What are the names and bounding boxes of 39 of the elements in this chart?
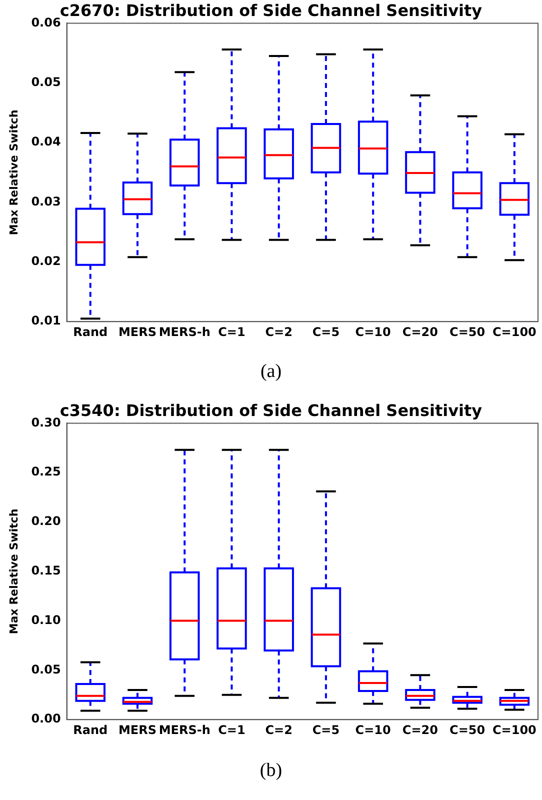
y-tick-label: 0.04 xyxy=(31,134,61,149)
y-tick-label: 0.03 xyxy=(31,194,61,208)
x-tick-label: C=5 xyxy=(312,722,340,737)
x-tick-label: C=1 xyxy=(218,324,246,339)
y-tick-label: 0.01 xyxy=(31,314,61,328)
y-tick-label: 0.25 xyxy=(31,464,61,479)
x-tick-label: C=20 xyxy=(402,722,438,737)
y-tick-label: 0.10 xyxy=(31,612,61,627)
x-tick-label: C=10 xyxy=(355,722,391,737)
x-tick-label: MERS-h xyxy=(158,722,210,737)
x-tick-label: C=2 xyxy=(265,324,292,339)
chart-title: c2670: Distribution of Side Channel Sensitivity xyxy=(60,0,483,20)
text: (a) xyxy=(259,360,283,384)
x-tick-label: C=10 xyxy=(355,324,391,339)
x-tick-label: C=20 xyxy=(402,324,438,339)
x-tick-label: C=2 xyxy=(265,722,292,737)
x-tick-label: C=1 xyxy=(218,722,246,737)
x-tick-label: Rand xyxy=(73,324,108,339)
y-tick-label: 0.05 xyxy=(31,75,61,90)
text: (b) xyxy=(258,759,284,783)
x-tick-label: MERS-h xyxy=(158,324,210,339)
chart-title: c3540: Distribution of Side Channel Sensitivity xyxy=(60,400,483,420)
y-tick-label: 0.00 xyxy=(31,712,61,726)
x-tick-label: Rand xyxy=(73,722,108,737)
x-tick-label: C=5 xyxy=(312,324,340,339)
y-tick-label: 0.15 xyxy=(31,564,61,578)
y-axis-title: Max Relative Switch xyxy=(7,508,20,634)
x-tick-label: C=50 xyxy=(450,722,486,737)
x-tick-label: C=100 xyxy=(492,324,536,339)
x-tick-label: C=100 xyxy=(492,722,536,737)
y-tick-label: 0.06 xyxy=(31,15,61,30)
y-tick-label: 0.02 xyxy=(31,254,61,268)
x-tick-label: MERS xyxy=(118,324,156,339)
y-tick-label: 0.20 xyxy=(31,514,61,528)
x-tick-label: C=50 xyxy=(450,324,486,339)
y-tick-label: 0.05 xyxy=(31,662,61,676)
x-tick-label: MERS xyxy=(118,722,156,737)
y-axis-title: Max Relative Switch xyxy=(7,110,20,236)
y-tick-label: 0.30 xyxy=(31,415,61,430)
